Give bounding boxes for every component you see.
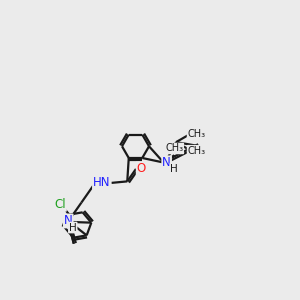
- Text: CH₃: CH₃: [165, 143, 183, 154]
- Text: HN: HN: [93, 176, 110, 189]
- Text: O: O: [137, 162, 146, 176]
- Text: CH₃: CH₃: [188, 146, 206, 156]
- Text: N: N: [162, 156, 171, 170]
- Text: CH₃: CH₃: [188, 129, 206, 139]
- Text: H: H: [69, 223, 76, 232]
- Text: N: N: [64, 214, 73, 227]
- Text: Cl: Cl: [54, 198, 66, 211]
- Text: H: H: [170, 164, 178, 174]
